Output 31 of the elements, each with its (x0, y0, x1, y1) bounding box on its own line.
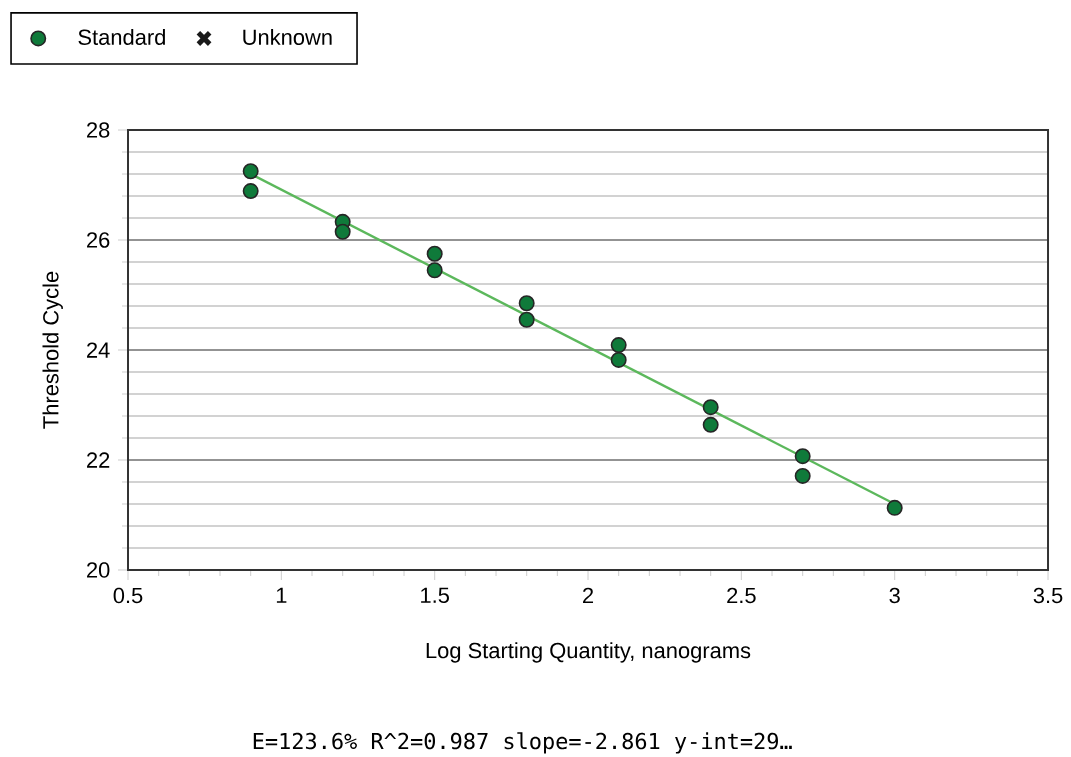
point (334, 223, 351, 240)
point (702, 416, 719, 433)
y-tick-label: 26 (87, 232, 110, 248)
point (426, 262, 443, 279)
point (518, 311, 535, 328)
point (610, 351, 627, 368)
point (518, 295, 535, 312)
point (242, 183, 259, 200)
x-tick-label: 0.5 (113, 587, 143, 604)
point (610, 337, 627, 354)
y-tick-label: 20 (87, 562, 110, 578)
point (426, 245, 443, 262)
y-axis-title: Threshold Cycle (42, 271, 63, 429)
point (794, 448, 811, 465)
y-tick-label: 22 (87, 452, 110, 468)
y-tick-label: 28 (87, 122, 110, 138)
legend-label: Unknown (243, 28, 332, 45)
x-tick-label: 2.5 (727, 587, 756, 604)
x-tick-label: 3 (889, 587, 900, 604)
point (702, 399, 719, 416)
point (886, 499, 903, 516)
legend-label: Standard (78, 28, 165, 45)
x-tick-label: 1.5 (421, 587, 449, 603)
text: E=123.6% R^2=0.987 slope=-2.861 y-int=29… (253, 732, 792, 754)
x-axis-title: Log Starting Quantity, nanograms (426, 642, 751, 663)
x-tick-label: 2 (583, 587, 594, 604)
y-tick-label: 24 (87, 342, 110, 358)
point (242, 163, 259, 180)
x-tick-label: 3.5 (1033, 587, 1063, 604)
point (794, 467, 811, 484)
x-tick-label: 1 (276, 587, 287, 603)
